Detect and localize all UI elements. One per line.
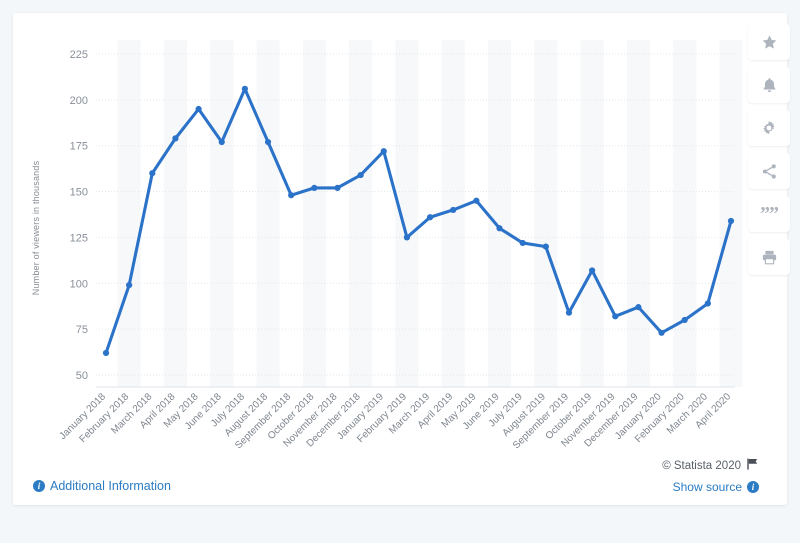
data-point[interactable] [681,316,688,324]
data-point[interactable] [450,206,457,214]
data-point[interactable] [264,138,272,146]
chart-band [163,40,188,387]
chart-band [210,40,234,387]
share-icon [761,163,778,180]
data-point[interactable] [102,349,110,357]
chart-band [534,40,558,387]
data-point[interactable] [311,184,318,192]
data-point[interactable] [426,214,434,221]
tool-rail: ”” [748,24,790,275]
info-icon: i [747,481,759,493]
chart-band [441,40,465,387]
y-tick-label: 125 [70,232,88,244]
data-point[interactable] [195,105,202,113]
copyright-label: © Statista 2020 [662,459,741,472]
share-button[interactable] [748,153,790,189]
y-axis-title: Number of viewers in thousands [31,160,41,296]
bell-icon [761,77,778,94]
gear-icon [761,120,777,136]
y-tick-label: 50 [76,370,88,382]
settings-button[interactable] [748,110,790,146]
data-point[interactable] [403,234,411,241]
data-point[interactable] [589,267,596,274]
data-point[interactable] [218,138,225,146]
data-point[interactable] [149,170,156,177]
data-point[interactable] [496,225,503,232]
chart-band [673,40,697,387]
data-point[interactable] [612,313,619,320]
show-source-label: Show source [672,480,742,494]
data-point[interactable] [241,85,248,92]
footer-right: © Statista 2020 Show source i [662,458,759,494]
data-point[interactable] [658,329,665,336]
y-tick-label: 225 [70,49,88,61]
chart-band [349,40,373,387]
notifications-button[interactable] [748,67,790,103]
data-point[interactable] [172,135,179,142]
data-point[interactable] [565,309,573,316]
y-tick-label: 200 [70,95,88,107]
data-point[interactable] [357,171,364,179]
data-point[interactable] [519,239,526,247]
print-button[interactable] [748,239,790,275]
chart-band [302,40,326,387]
data-point[interactable] [288,192,295,199]
chart-band [256,40,280,387]
data-point[interactable] [635,304,642,311]
chart-band [580,40,604,387]
y-tick-label: 100 [70,278,88,290]
flag-icon[interactable] [746,458,759,473]
data-point[interactable] [727,217,735,225]
quote-icon: ”” [760,203,779,225]
y-tick-label: 175 [70,141,88,153]
print-icon [761,249,778,266]
chart-band [626,40,650,387]
plot-area: 50 75 100 125 150 175 200 225 January 2018 Februa… [13,13,787,505]
citation-button[interactable]: ”” [748,196,790,232]
star-icon [761,34,778,51]
copyright: © Statista 2020 [662,458,759,473]
data-point[interactable] [334,184,341,192]
chart-band [395,40,419,387]
chart-band [117,40,141,387]
y-tick-label: 75 [76,324,88,336]
data-point[interactable] [380,148,387,155]
data-line [104,87,733,355]
info-icon: i [33,480,45,492]
show-source-link[interactable]: Show source i [662,480,759,494]
chart-band [487,40,512,387]
data-point[interactable] [126,282,133,289]
y-tick-label: 150 [70,187,88,199]
data-point[interactable] [473,197,480,204]
favorite-button[interactable] [748,24,790,60]
data-point[interactable] [704,300,711,307]
additional-information-link[interactable]: i Additional Information [33,479,171,493]
chart-card: 50 75 100 125 150 175 200 225 January 2018 Februa… [13,13,787,505]
data-point[interactable] [542,243,549,250]
chart-band [719,40,743,387]
additional-information-label: Additional Information [50,479,171,493]
